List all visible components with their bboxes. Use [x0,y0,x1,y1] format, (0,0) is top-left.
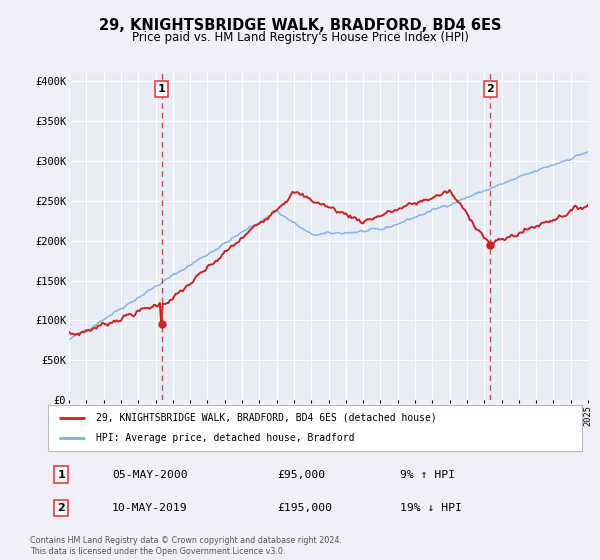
Text: 9% ↑ HPI: 9% ↑ HPI [400,470,455,479]
Text: £195,000: £195,000 [278,503,332,513]
Text: £95,000: £95,000 [278,470,326,479]
Text: 05-MAY-2000: 05-MAY-2000 [112,470,188,479]
Text: 1: 1 [158,84,166,94]
Text: This data is licensed under the Open Government Licence v3.0.: This data is licensed under the Open Gov… [30,547,286,556]
Text: Price paid vs. HM Land Registry's House Price Index (HPI): Price paid vs. HM Land Registry's House … [131,31,469,44]
Text: 2: 2 [58,503,65,513]
Text: Contains HM Land Registry data © Crown copyright and database right 2024.: Contains HM Land Registry data © Crown c… [30,536,342,545]
Text: 19% ↓ HPI: 19% ↓ HPI [400,503,463,513]
Text: HPI: Average price, detached house, Bradford: HPI: Average price, detached house, Brad… [96,433,355,443]
Text: 10-MAY-2019: 10-MAY-2019 [112,503,188,513]
Text: 2: 2 [487,84,494,94]
Text: 29, KNIGHTSBRIDGE WALK, BRADFORD, BD4 6ES: 29, KNIGHTSBRIDGE WALK, BRADFORD, BD4 6E… [99,18,501,33]
Text: 29, KNIGHTSBRIDGE WALK, BRADFORD, BD4 6ES (detached house): 29, KNIGHTSBRIDGE WALK, BRADFORD, BD4 6E… [96,413,437,423]
Text: 1: 1 [58,470,65,479]
